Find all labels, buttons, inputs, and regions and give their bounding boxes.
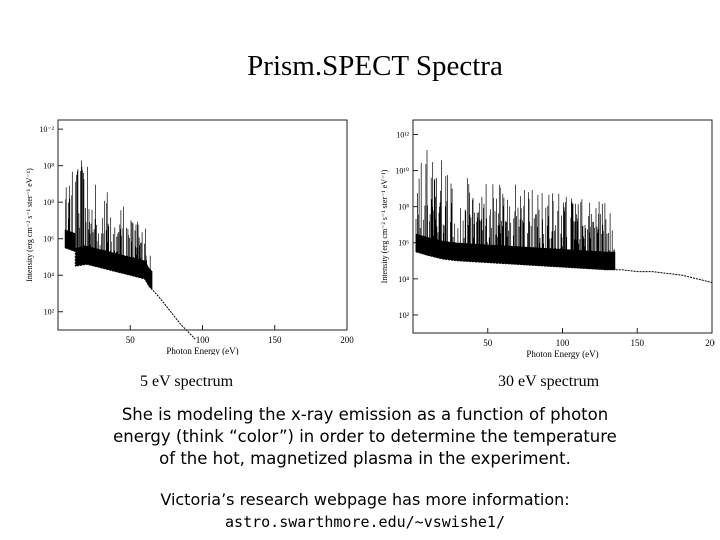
y-tick-label: 10⁸ [398, 203, 409, 212]
x-tick-label: 200 [340, 335, 354, 345]
caption-30ev: 30 eV spectrum [498, 373, 600, 390]
description-line-2: energy (think “color”) in order to deter… [113, 427, 617, 446]
plot-frame [412, 119, 713, 334]
y-tick-label: 10² [399, 311, 410, 320]
x-tick-label: 100 [196, 335, 210, 345]
description-line-3: of the hot, magnetized plasma in the exp… [159, 449, 571, 468]
y-tick-label: 10⁻² [39, 125, 54, 134]
description-line-1: She is modeling the x-ray emission as a … [121, 405, 609, 424]
y-tick-label: 10⁴ [398, 275, 409, 284]
description-paragraph: She is modeling the x-ray emission as a … [60, 404, 670, 470]
caption-5ev: 5 eV spectrum [140, 373, 234, 390]
webpage-note: Victoria’s research webpage has more inf… [160, 490, 570, 509]
y-axis-label: Intensity (erg cm⁻² s⁻¹ ster⁻¹ eV⁻¹) [380, 169, 389, 283]
x-tick-label: 100 [556, 338, 570, 348]
y-tick-label: 10² [44, 308, 55, 317]
x-tick-label: 150 [631, 338, 645, 348]
y-tick-label: 10⁸ [43, 162, 54, 171]
webpage-url[interactable]: astro.swarthmore.edu/~vswishe1/ [225, 513, 505, 531]
line-forest-band [64, 229, 153, 290]
plot-frame [57, 119, 348, 331]
x-axis-label: Photon Energy (eV) [526, 349, 598, 359]
y-tick-label: 10⁶ [398, 239, 409, 248]
y-tick-label: 10¹² [396, 130, 409, 139]
y-tick-label: 10⁶ [43, 235, 54, 244]
x-tick-label: 150 [268, 335, 282, 345]
line-forest-band [415, 233, 616, 270]
x-axis-label: Photon Energy (eV) [166, 346, 238, 355]
spectrum-5ev-chart: 50 100 150 200 10⁻² 10⁸ 10⁸ 10⁶ 10⁴ 10² Photon Ene… [25, 119, 354, 355]
x-tick-label: 50 [483, 338, 493, 348]
spectrum-30ev-chart: 50 100 150 200 10¹² 10¹⁰ 10⁸ 10⁶ 10⁴ 10² Photon En… [380, 119, 715, 359]
y-axis-label: Intensity (erg cm⁻² s⁻¹ ster⁻¹ eV⁻¹) [25, 168, 34, 282]
x-tick-label: 200 [705, 338, 715, 348]
slide-title: Prism.SPECT Spectra [247, 50, 503, 82]
x-tick-label: 50 [126, 335, 136, 345]
y-tick-label: 10⁴ [43, 271, 54, 280]
y-tick-label: 10¹⁰ [395, 167, 409, 176]
y-tick-label: 10⁸ [43, 198, 54, 207]
